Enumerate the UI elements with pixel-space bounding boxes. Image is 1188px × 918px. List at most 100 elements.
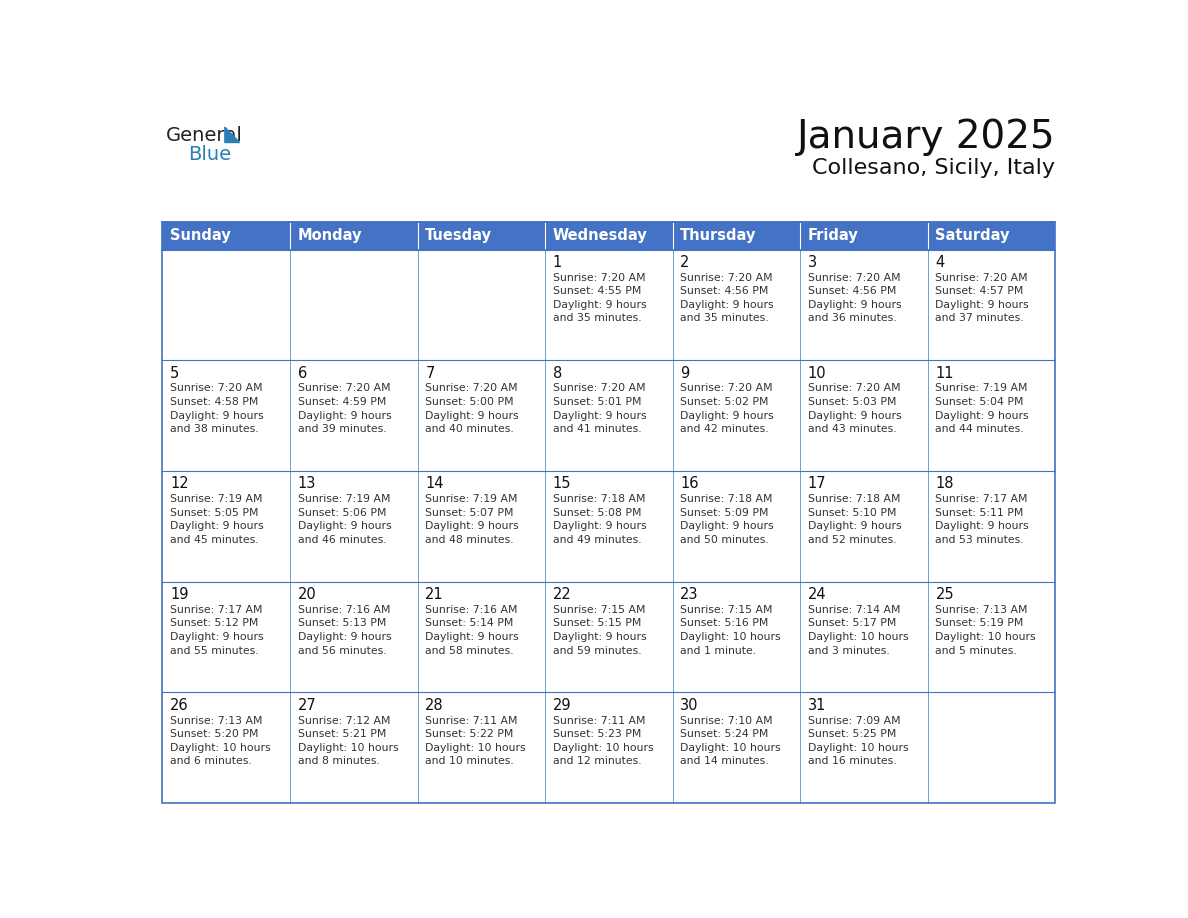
Text: 5: 5 <box>170 365 179 381</box>
Text: Sunrise: 7:14 AM
Sunset: 5:17 PM
Daylight: 10 hours
and 3 minutes.: Sunrise: 7:14 AM Sunset: 5:17 PM Dayligh… <box>808 605 909 655</box>
Text: Sunrise: 7:18 AM
Sunset: 5:10 PM
Daylight: 9 hours
and 52 minutes.: Sunrise: 7:18 AM Sunset: 5:10 PM Dayligh… <box>808 494 902 545</box>
Text: 26: 26 <box>170 698 189 712</box>
Bar <box>417 692 545 803</box>
Bar <box>801 471 928 582</box>
Text: Thursday: Thursday <box>681 229 757 243</box>
Text: 12: 12 <box>170 476 189 491</box>
Text: Sunrise: 7:19 AM
Sunset: 5:05 PM
Daylight: 9 hours
and 45 minutes.: Sunrise: 7:19 AM Sunset: 5:05 PM Dayligh… <box>170 494 264 545</box>
Text: Sunrise: 7:09 AM
Sunset: 5:25 PM
Daylight: 10 hours
and 16 minutes.: Sunrise: 7:09 AM Sunset: 5:25 PM Dayligh… <box>808 715 909 767</box>
Text: Collesano, Sicily, Italy: Collesano, Sicily, Italy <box>813 158 1055 178</box>
Text: Sunrise: 7:19 AM
Sunset: 5:04 PM
Daylight: 9 hours
and 44 minutes.: Sunrise: 7:19 AM Sunset: 5:04 PM Dayligh… <box>935 384 1029 434</box>
Text: Saturday: Saturday <box>935 229 1010 243</box>
Bar <box>672 360 801 471</box>
Text: 18: 18 <box>935 476 954 491</box>
Text: Blue: Blue <box>188 145 232 163</box>
Text: 1: 1 <box>552 255 562 270</box>
Bar <box>672 692 801 803</box>
Text: Sunrise: 7:13 AM
Sunset: 5:19 PM
Daylight: 10 hours
and 5 minutes.: Sunrise: 7:13 AM Sunset: 5:19 PM Dayligh… <box>935 605 1036 655</box>
Bar <box>801 222 928 250</box>
Bar <box>801 582 928 692</box>
Text: Sunrise: 7:20 AM
Sunset: 4:55 PM
Daylight: 9 hours
and 35 minutes.: Sunrise: 7:20 AM Sunset: 4:55 PM Dayligh… <box>552 273 646 323</box>
Text: 22: 22 <box>552 588 571 602</box>
Text: 24: 24 <box>808 588 827 602</box>
Bar <box>928 222 1055 250</box>
Text: Sunrise: 7:17 AM
Sunset: 5:12 PM
Daylight: 9 hours
and 55 minutes.: Sunrise: 7:17 AM Sunset: 5:12 PM Dayligh… <box>170 605 264 655</box>
Bar <box>928 360 1055 471</box>
Bar <box>801 360 928 471</box>
Text: 23: 23 <box>681 588 699 602</box>
Text: Sunrise: 7:20 AM
Sunset: 5:03 PM
Daylight: 9 hours
and 43 minutes.: Sunrise: 7:20 AM Sunset: 5:03 PM Dayligh… <box>808 384 902 434</box>
Bar <box>545 471 672 582</box>
Text: Sunrise: 7:20 AM
Sunset: 4:56 PM
Daylight: 9 hours
and 36 minutes.: Sunrise: 7:20 AM Sunset: 4:56 PM Dayligh… <box>808 273 902 323</box>
Text: Sunrise: 7:20 AM
Sunset: 4:57 PM
Daylight: 9 hours
and 37 minutes.: Sunrise: 7:20 AM Sunset: 4:57 PM Dayligh… <box>935 273 1029 323</box>
Text: Tuesday: Tuesday <box>425 229 492 243</box>
Text: Wednesday: Wednesday <box>552 229 647 243</box>
Text: Sunrise: 7:20 AM
Sunset: 5:00 PM
Daylight: 9 hours
and 40 minutes.: Sunrise: 7:20 AM Sunset: 5:00 PM Dayligh… <box>425 384 519 434</box>
Text: 8: 8 <box>552 365 562 381</box>
Text: General: General <box>166 126 244 144</box>
Text: 4: 4 <box>935 255 944 270</box>
Text: Sunrise: 7:12 AM
Sunset: 5:21 PM
Daylight: 10 hours
and 8 minutes.: Sunrise: 7:12 AM Sunset: 5:21 PM Dayligh… <box>298 715 398 767</box>
Text: Sunrise: 7:11 AM
Sunset: 5:23 PM
Daylight: 10 hours
and 12 minutes.: Sunrise: 7:11 AM Sunset: 5:23 PM Dayligh… <box>552 715 653 767</box>
Text: Sunrise: 7:18 AM
Sunset: 5:09 PM
Daylight: 9 hours
and 50 minutes.: Sunrise: 7:18 AM Sunset: 5:09 PM Dayligh… <box>681 494 775 545</box>
Text: 15: 15 <box>552 476 571 491</box>
Bar <box>417 222 545 250</box>
Text: Sunrise: 7:18 AM
Sunset: 5:08 PM
Daylight: 9 hours
and 49 minutes.: Sunrise: 7:18 AM Sunset: 5:08 PM Dayligh… <box>552 494 646 545</box>
Text: January 2025: January 2025 <box>797 118 1055 156</box>
Text: Friday: Friday <box>808 229 859 243</box>
Bar <box>545 582 672 692</box>
Text: 29: 29 <box>552 698 571 712</box>
Text: Sunrise: 7:20 AM
Sunset: 5:01 PM
Daylight: 9 hours
and 41 minutes.: Sunrise: 7:20 AM Sunset: 5:01 PM Dayligh… <box>552 384 646 434</box>
Text: Sunrise: 7:15 AM
Sunset: 5:16 PM
Daylight: 10 hours
and 1 minute.: Sunrise: 7:15 AM Sunset: 5:16 PM Dayligh… <box>681 605 781 655</box>
Bar <box>417 360 545 471</box>
Polygon shape <box>225 127 240 142</box>
Bar <box>163 250 290 360</box>
Bar <box>928 582 1055 692</box>
Bar <box>672 222 801 250</box>
Bar <box>163 222 290 250</box>
Text: 21: 21 <box>425 588 444 602</box>
Bar <box>163 360 290 471</box>
Bar <box>163 582 290 692</box>
Bar <box>545 250 672 360</box>
Text: Sunrise: 7:20 AM
Sunset: 4:59 PM
Daylight: 9 hours
and 39 minutes.: Sunrise: 7:20 AM Sunset: 4:59 PM Dayligh… <box>298 384 391 434</box>
Text: 31: 31 <box>808 698 827 712</box>
Bar <box>801 250 928 360</box>
Text: Monday: Monday <box>298 229 362 243</box>
Text: 9: 9 <box>681 365 689 381</box>
Text: 17: 17 <box>808 476 827 491</box>
Text: Sunrise: 7:17 AM
Sunset: 5:11 PM
Daylight: 9 hours
and 53 minutes.: Sunrise: 7:17 AM Sunset: 5:11 PM Dayligh… <box>935 494 1029 545</box>
Text: 10: 10 <box>808 365 827 381</box>
Text: 11: 11 <box>935 365 954 381</box>
Bar <box>672 582 801 692</box>
Bar <box>417 250 545 360</box>
Bar <box>672 250 801 360</box>
Text: Sunrise: 7:20 AM
Sunset: 4:56 PM
Daylight: 9 hours
and 35 minutes.: Sunrise: 7:20 AM Sunset: 4:56 PM Dayligh… <box>681 273 775 323</box>
Bar <box>545 360 672 471</box>
Bar <box>928 250 1055 360</box>
Text: 19: 19 <box>170 588 189 602</box>
Text: 6: 6 <box>298 365 307 381</box>
Text: 3: 3 <box>808 255 817 270</box>
Bar <box>417 471 545 582</box>
Text: Sunrise: 7:16 AM
Sunset: 5:13 PM
Daylight: 9 hours
and 56 minutes.: Sunrise: 7:16 AM Sunset: 5:13 PM Dayligh… <box>298 605 391 655</box>
Text: Sunday: Sunday <box>170 229 230 243</box>
Bar <box>417 582 545 692</box>
Text: Sunrise: 7:10 AM
Sunset: 5:24 PM
Daylight: 10 hours
and 14 minutes.: Sunrise: 7:10 AM Sunset: 5:24 PM Dayligh… <box>681 715 781 767</box>
Text: Sunrise: 7:19 AM
Sunset: 5:07 PM
Daylight: 9 hours
and 48 minutes.: Sunrise: 7:19 AM Sunset: 5:07 PM Dayligh… <box>425 494 519 545</box>
Bar <box>163 471 290 582</box>
Text: 16: 16 <box>681 476 699 491</box>
Text: Sunrise: 7:15 AM
Sunset: 5:15 PM
Daylight: 9 hours
and 59 minutes.: Sunrise: 7:15 AM Sunset: 5:15 PM Dayligh… <box>552 605 646 655</box>
Bar <box>928 692 1055 803</box>
Bar <box>290 471 417 582</box>
Bar <box>672 471 801 582</box>
Text: 13: 13 <box>298 476 316 491</box>
Bar <box>545 692 672 803</box>
Bar <box>290 250 417 360</box>
Text: Sunrise: 7:19 AM
Sunset: 5:06 PM
Daylight: 9 hours
and 46 minutes.: Sunrise: 7:19 AM Sunset: 5:06 PM Dayligh… <box>298 494 391 545</box>
Text: 28: 28 <box>425 698 444 712</box>
Bar <box>290 692 417 803</box>
Bar <box>163 222 1055 803</box>
Text: Sunrise: 7:20 AM
Sunset: 4:58 PM
Daylight: 9 hours
and 38 minutes.: Sunrise: 7:20 AM Sunset: 4:58 PM Dayligh… <box>170 384 264 434</box>
Text: 30: 30 <box>681 698 699 712</box>
